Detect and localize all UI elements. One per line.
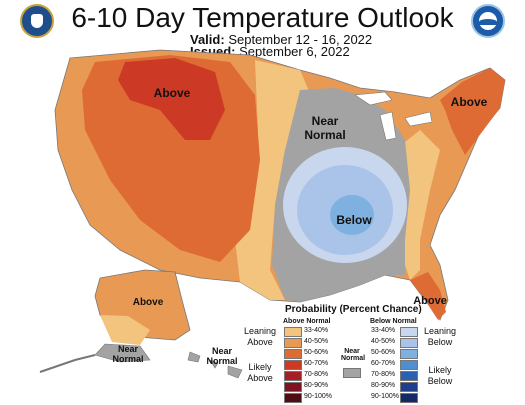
great-lakes (354, 91, 433, 141)
likely-above-1: Likely (248, 362, 272, 372)
noaa-logo-icon (471, 4, 505, 38)
leaning-below-1: Leaning (423, 326, 457, 336)
legend-near-header-1: Near (344, 348, 360, 355)
legend-above-bin-label: 50-60% (304, 349, 329, 356)
label-near-normal-2: Normal (304, 128, 345, 142)
legend-below-bin-label: 90-100% (371, 393, 400, 400)
legend-below-bin-swatch (400, 349, 418, 359)
alaska-near-normal (94, 343, 151, 363)
label-near-normal: Near (312, 114, 339, 128)
label-near-alaska-2: Normal (112, 354, 143, 364)
alaska-aleutians (39, 354, 96, 373)
legend-below-bin-label: 50-60% (371, 349, 396, 356)
likely-above-2: Above (247, 373, 273, 383)
legend-above-bin-swatch (284, 371, 302, 381)
leaning-below-2: Below (427, 337, 453, 347)
valid-line: Valid: September 12 - 16, 2022 (190, 32, 372, 47)
page-title: 6-10 Day Temperature Outlook (71, 2, 454, 33)
legend-below-bin-label: 40-50% (371, 338, 396, 345)
legend-above-bin-swatch (284, 349, 302, 359)
valid-label: Valid: (190, 32, 225, 47)
legend-above-bin-swatch (284, 393, 302, 403)
legend-likely-below: Likely Below (422, 365, 458, 387)
label-above-west: Above (154, 86, 191, 100)
legend-near-swatch (343, 368, 361, 378)
alaska-leaning (100, 315, 150, 345)
legend-below-bin-swatch (400, 327, 418, 337)
legend-below-bin-swatch (400, 382, 418, 392)
legend-below-header: Below Normal (370, 318, 417, 325)
legend-above-bin-label: 33-40% (304, 327, 329, 334)
legend-below-bin-swatch (400, 338, 418, 348)
label-below-central: Below (336, 213, 372, 227)
region-above-northeast (440, 68, 505, 155)
label-above-florida: Above (413, 295, 447, 307)
legend-below-bin-swatch (400, 360, 418, 370)
likely-below-1: Likely (428, 365, 452, 375)
legend-below-bin-swatch (400, 371, 418, 381)
legend-above-bin-swatch (284, 327, 302, 337)
legend-above-bin-label: 60-70% (304, 360, 329, 367)
legend-leaning-below: Leaning Below (422, 326, 458, 348)
legend-above-bin-label: 40-50% (304, 338, 329, 345)
doc-seal-icon (20, 4, 54, 38)
label-near-alaska: Near (118, 344, 139, 354)
legend-above-bin-swatch (284, 338, 302, 348)
leaning-above-1: Leaning (243, 326, 277, 336)
legend-above-bin-swatch (284, 360, 302, 370)
legend-below-bin-label: 60-70% (371, 360, 396, 367)
legend-above-bin-label: 90-100% (304, 393, 333, 400)
region-below-50 (330, 195, 374, 235)
legend-leaning-above: Leaning Above (242, 326, 278, 348)
legend-likely-above: Likely Above (242, 362, 278, 384)
legend-below-bin-label: 70-80% (371, 371, 396, 378)
legend-above-bin-label: 80-90% (304, 382, 329, 389)
label-above-northeast: Above (451, 95, 488, 109)
legend-near-header: Near Normal (341, 348, 366, 362)
region-above-florida (410, 272, 446, 320)
hawaii-islands (187, 351, 243, 379)
legend-above-header: Above Normal (283, 318, 331, 325)
legend-above-bin-swatch (284, 382, 302, 392)
legend-below-bin-label: 80-90% (371, 382, 396, 389)
valid-value: September 12 - 16, 2022 (228, 32, 373, 47)
legend-title: Probability (Percent Chance) (285, 304, 422, 315)
legend-near-header-2: Normal (341, 355, 366, 362)
region-above-60-west (118, 58, 225, 140)
legend-below-bin-swatch (400, 393, 418, 403)
leaning-above-2: Above (247, 337, 273, 347)
legend-above-bin-label: 70-80% (304, 371, 329, 378)
legend-below-bin-label: 33-40% (371, 327, 396, 334)
issued-value: September 6, 2022 (239, 44, 350, 59)
label-near-hawaii: Near (212, 346, 233, 356)
label-near-hawaii-2: Normal (206, 356, 237, 366)
label-above-alaska: Above (133, 297, 164, 308)
likely-below-2: Below (427, 376, 453, 386)
